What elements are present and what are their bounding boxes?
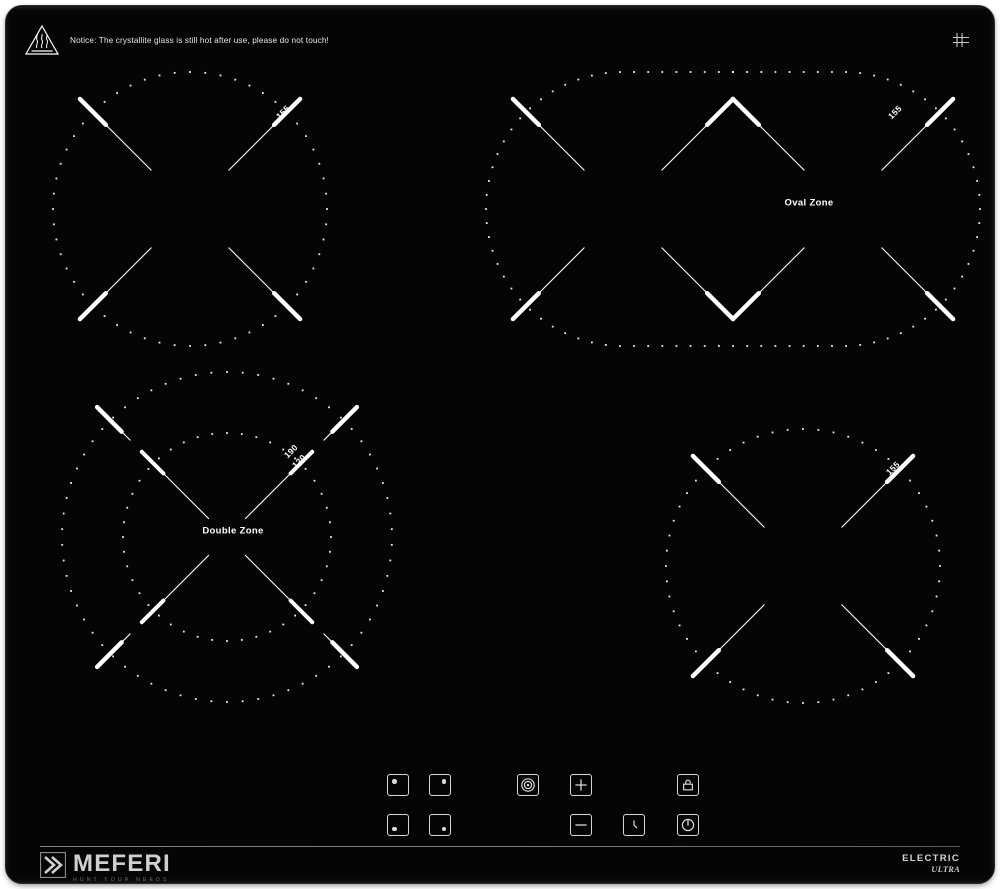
zone-select-front-right[interactable] (429, 814, 451, 836)
child-lock-button[interactable] (677, 774, 699, 796)
hot-surface-notice: Notice: The crystallite glass is still h… (24, 24, 329, 56)
plus-icon (575, 779, 587, 791)
timer-button[interactable] (623, 814, 645, 836)
series-badge: ELECTRIC ULTRA (902, 853, 960, 874)
zone-select-front-left[interactable] (387, 814, 409, 836)
control-panel (6, 758, 994, 850)
brand-name: MEFERI (73, 850, 171, 877)
hot-surface-warning-icon (24, 24, 60, 55)
footer-divider (40, 846, 960, 847)
series-line-1: ELECTRIC (902, 853, 960, 864)
zone-key-top-right-icon (441, 779, 446, 784)
brand-tagline: HUNT YOUR NEEDS (73, 877, 170, 883)
zone-key-bottom-right-icon (441, 826, 446, 831)
minus-icon (575, 824, 587, 826)
series-line-2: ULTRA (931, 864, 960, 874)
lock-icon (682, 779, 694, 791)
notice-text: Notice: The crystallite glass is still h… (70, 35, 329, 45)
zone-key-bottom-left-icon (392, 826, 397, 831)
cooktop-glass-panel: Notice: The crystallite glass is still h… (6, 6, 994, 883)
corner-logo-mark-icon (953, 33, 969, 47)
dual-ring-button[interactable] (517, 774, 539, 796)
zone-key-top-left-icon (392, 779, 397, 784)
zone-label-oval: Oval Zone (784, 197, 834, 209)
power-button[interactable] (677, 814, 699, 836)
meferi-mark-icon (40, 852, 66, 878)
increase-button[interactable] (570, 774, 592, 796)
brand-logo: MEFERI HUNT YOUR NEEDS (40, 852, 171, 883)
power-icon (681, 818, 695, 832)
zone-markings-overlay (52, 71, 981, 704)
zone-select-rear-right[interactable] (429, 774, 451, 796)
zone-select-rear-left[interactable] (387, 774, 409, 796)
decrease-button[interactable] (570, 814, 592, 836)
zone-label-double: Double Zone (202, 525, 264, 537)
concentric-rings-icon (521, 778, 535, 792)
clock-icon (633, 820, 638, 829)
